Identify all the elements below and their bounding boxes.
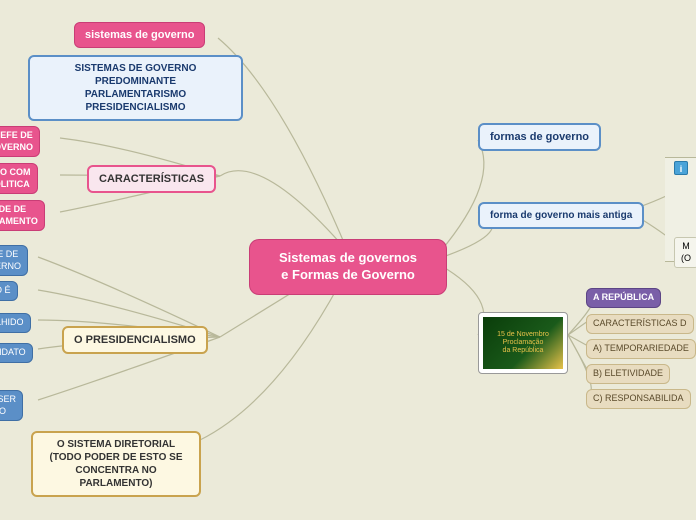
node-rep-eletividade[interactable]: B) ELETIVIDADE: [586, 364, 670, 384]
label: SISTEMAS DE GOVERNO PREDOMINANTEPARLAMEN…: [75, 63, 197, 113]
node-rep-caracteristicas[interactable]: CARACTERÍSTICAS D: [586, 314, 694, 334]
node-caracteristicas[interactable]: CARACTERÍSTICAS: [87, 165, 216, 193]
node-rep-responsabilidade[interactable]: C) RESPONSABILIDA: [586, 389, 691, 409]
label: sistemas de governo: [85, 29, 194, 41]
image-caption: 15 de NovembroProclamaçãoda República: [497, 331, 549, 354]
label: OLHIDO: [0, 317, 24, 327]
node-rno-politica[interactable]: RNO COMPOLITICA: [0, 163, 38, 194]
center-title: Sistemas de governose Formas de Governo: [279, 250, 417, 282]
node-de-parlamento[interactable]: DE DERLAMENTO: [0, 200, 45, 231]
label: A REPÚBLICA: [593, 292, 654, 302]
label: O SISTEMA DIRETORIAL(TODO PODER DE ESTO …: [50, 439, 183, 489]
label: A) TEMPORARIEDADE: [593, 343, 689, 353]
center-node[interactable]: Sistemas de governose Formas de Governo: [249, 239, 447, 295]
label: M(O: [681, 241, 691, 263]
label: formas de governo: [490, 131, 589, 143]
label: DE DERLAMENTO: [0, 204, 38, 226]
node-pleft1[interactable]: FE DEVERNO: [0, 245, 28, 276]
label: RNO COMPOLITICA: [0, 167, 31, 189]
label: CARACTERÍSTICAS: [99, 173, 204, 185]
node-sistema-diretorial[interactable]: O SISTEMA DIRETORIAL(TODO PODER DE ESTO …: [31, 431, 201, 497]
label: FE DEVERNO: [0, 249, 21, 271]
node-pleft4[interactable]: ANDATO: [0, 343, 33, 363]
label: ANDATO: [0, 347, 26, 357]
node-pleft2[interactable]: VO É: [0, 281, 18, 301]
node-rep-temporariedade[interactable]: A) TEMPORARIEDADE: [586, 339, 696, 359]
node-republica[interactable]: A REPÚBLICA: [586, 288, 661, 308]
label: B) ELETIVIDADE: [593, 368, 663, 378]
node-right-m[interactable]: M(O: [674, 237, 696, 268]
label: CARACTERÍSTICAS D: [593, 318, 687, 328]
image-content: 15 de NovembroProclamaçãoda República: [483, 317, 563, 369]
image-proclamacao[interactable]: 15 de NovembroProclamaçãoda República: [478, 312, 568, 374]
label: O PRESIDENCIALISMO: [74, 334, 196, 346]
label: CHEFE DEGOVERNO: [0, 130, 33, 152]
node-sistemas-governo[interactable]: sistemas de governo: [74, 22, 205, 48]
node-formas-governo[interactable]: formas de governo: [478, 123, 601, 151]
node-presidencialismo[interactable]: O PRESIDENCIALISMO: [62, 326, 208, 354]
label: forma de governo mais antiga: [490, 210, 632, 221]
label: E SERO: [0, 394, 16, 416]
label: C) RESPONSABILIDA: [593, 393, 684, 403]
node-pleft5[interactable]: E SERO: [0, 390, 23, 421]
node-sistemas-predominante[interactable]: SISTEMAS DE GOVERNO PREDOMINANTEPARLAMEN…: [28, 55, 243, 121]
label: VO É: [0, 285, 11, 295]
node-chefe-governo[interactable]: CHEFE DEGOVERNO: [0, 126, 40, 157]
attachment-icon[interactable]: i: [674, 161, 688, 175]
node-forma-antiga[interactable]: forma de governo mais antiga: [478, 202, 644, 229]
node-pleft3[interactable]: OLHIDO: [0, 313, 31, 333]
